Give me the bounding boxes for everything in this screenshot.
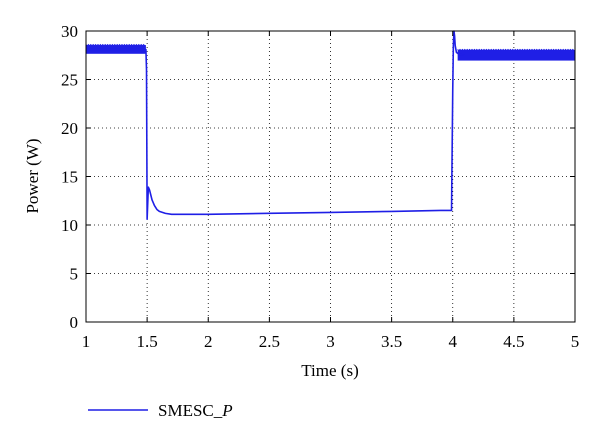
- y-tick-labels: 0 5 10 15 20 25 30: [61, 22, 78, 332]
- y-axis-label: Power (W): [23, 138, 42, 213]
- y-tick-label: 10: [61, 216, 78, 235]
- y-tick-label: 25: [61, 71, 78, 90]
- y-tick-label: 0: [70, 313, 79, 332]
- y-tick-label: 5: [70, 265, 79, 284]
- x-tick-label: 2.5: [259, 332, 280, 351]
- legend: SMESC_P: [88, 401, 233, 420]
- x-tick-label: 3.5: [381, 332, 402, 351]
- x-tick-label: 4.5: [503, 332, 524, 351]
- x-tick-labels: 1 1.5 2 2.5 3 3.5 4 4.5 5: [82, 332, 580, 351]
- x-tick-label: 2: [204, 332, 213, 351]
- legend-label-smesc-p: SMESC_P: [158, 401, 233, 420]
- series-noise-edge: [457, 48, 575, 52]
- series-layer: [85, 30, 575, 220]
- x-tick-label: 1: [82, 332, 91, 351]
- x-tick-label: 5: [571, 332, 580, 351]
- y-tick-label: 30: [61, 22, 78, 41]
- series-line-smesc-p: [86, 30, 575, 220]
- y-tick-label: 20: [61, 119, 78, 138]
- x-tick-label: 1.5: [137, 332, 158, 351]
- y-tick-label: 15: [61, 168, 78, 187]
- x-tick-label: 3: [326, 332, 335, 351]
- series-noise-edge: [85, 43, 146, 47]
- x-axis-label: Time (s): [301, 361, 358, 380]
- axis-ticks: [85, 30, 576, 323]
- x-tick-label: 4: [449, 332, 458, 351]
